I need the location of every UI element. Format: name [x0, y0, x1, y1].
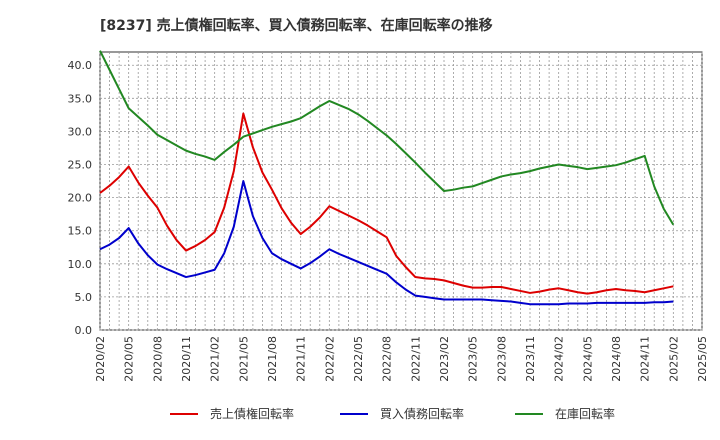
- x-tick-label: 2024/11: [639, 336, 652, 382]
- plot-area: [99, 51, 703, 331]
- x-tick-label: 2021/08: [266, 336, 279, 382]
- x-tick-label: 2020/11: [180, 336, 193, 382]
- x-axis: 2020/02 2020/05 2020/08 2020/11 2021/02 2021/…: [94, 336, 709, 382]
- series-line-2: [99, 180, 674, 306]
- x-tick-label: 2024/08: [610, 336, 623, 382]
- x-tick-label: 2020/08: [151, 336, 164, 382]
- legend-label: 買入債務回転率: [380, 406, 464, 421]
- x-tick-label: 2022/02: [323, 336, 336, 382]
- x-tick-label: 2024/02: [553, 336, 566, 382]
- legend: 売上債権回転率 買入債務回転率 在庫回転率: [170, 406, 615, 421]
- y-tick-label: 25.0: [68, 159, 93, 172]
- x-tick-label: 2023/02: [438, 336, 451, 382]
- x-tick-label: 2022/08: [381, 336, 394, 382]
- y-tick-label: 40.0: [68, 59, 93, 72]
- x-tick-label: 2021/02: [209, 336, 222, 382]
- x-tick-label: 2023/11: [524, 336, 537, 382]
- y-tick-label: 15.0: [68, 225, 93, 238]
- y-tick-label: 20.0: [68, 192, 93, 205]
- series-line-1: [99, 112, 674, 295]
- y-tick-label: 35.0: [68, 92, 93, 105]
- x-tick-label: 2024/05: [581, 336, 594, 382]
- legend-label: 在庫回転率: [555, 406, 615, 421]
- y-tick-label: 0.0: [75, 324, 93, 337]
- y-axis: 0.0 5.0 10.0 15.0 20.0 25.0 30.0 35.0 40.0: [68, 59, 93, 337]
- x-tick-label: 2025/05: [696, 336, 709, 382]
- series-line-3: [99, 50, 675, 226]
- x-tick-label: 2020/02: [94, 336, 107, 382]
- legend-label: 売上債権回転率: [210, 406, 294, 421]
- x-tick-label: 2023/08: [495, 336, 508, 382]
- x-tick-label: 2021/11: [295, 336, 308, 382]
- x-tick-label: 2023/05: [467, 336, 480, 382]
- x-tick-label: 2020/05: [123, 336, 136, 382]
- x-tick-label: 2022/11: [409, 336, 422, 382]
- y-tick-label: 30.0: [68, 125, 93, 138]
- chart-title: [8237] 売上債権回転率、買入債務回転率、在庫回転率の推移: [100, 17, 493, 34]
- x-tick-label: 2025/02: [667, 336, 680, 382]
- grid: [99, 52, 703, 331]
- y-tick-label: 10.0: [68, 258, 93, 271]
- y-tick-label: 5.0: [75, 291, 93, 304]
- x-tick-label: 2022/05: [352, 336, 365, 382]
- series-group: [99, 50, 675, 306]
- x-tick-label: 2021/05: [237, 336, 250, 382]
